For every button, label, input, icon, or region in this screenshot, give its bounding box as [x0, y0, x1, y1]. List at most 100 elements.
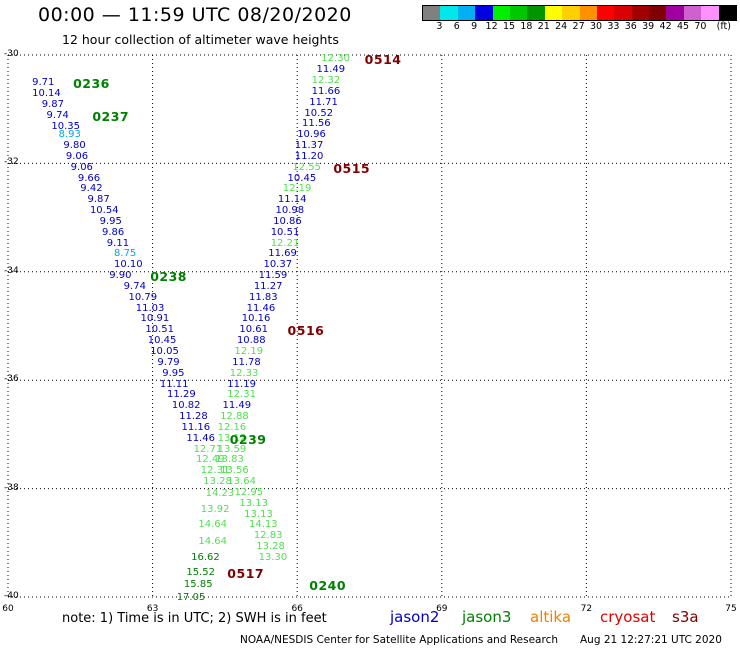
colorbar-swatch	[683, 6, 702, 20]
swh-value: 17.05	[176, 592, 206, 604]
colorbar-label: 45	[676, 21, 690, 32]
swh-value: 11.20	[294, 150, 324, 162]
swh-value: 12.16	[217, 421, 247, 433]
colorbar-swatch	[509, 6, 528, 20]
swh-value: 9.90	[109, 270, 132, 282]
swh-value: 10.51	[145, 324, 174, 336]
colorbar-swatch	[579, 6, 597, 20]
colorbar-label: 18	[520, 21, 533, 32]
legend-jason3: jason3	[462, 608, 512, 626]
longitude-tick-label: 69	[436, 604, 448, 614]
swh-value: 8.75	[114, 248, 137, 260]
swh-value: 13.30	[258, 551, 288, 563]
swh-value: 11.49	[316, 64, 346, 76]
swh-value: 16.62	[191, 551, 220, 563]
swh-value: 10.61	[239, 324, 268, 336]
colorbar-label: 9	[471, 21, 478, 32]
colorbar-swatch	[492, 6, 510, 20]
longitude-tick-label: 60	[2, 604, 14, 614]
colorbar-label: 30	[589, 21, 603, 32]
map-title: 00:00 — 11:59 UTC 08/20/2020	[38, 4, 352, 26]
swh-value: 9.42	[80, 183, 103, 195]
swh-value: 11.37	[294, 140, 324, 152]
colorbar-label: 42	[659, 21, 672, 32]
colorbar-swatch	[475, 6, 493, 20]
longitude-tick-label: 75	[725, 604, 737, 614]
swh-value: 9.87	[41, 98, 64, 110]
swh-value: 10.54	[89, 205, 119, 217]
colorbar-swatch	[614, 6, 632, 20]
swh-value: 10.52	[304, 107, 334, 119]
swh-value: 10.91	[140, 313, 170, 325]
latitude-tick-label: -34	[4, 265, 19, 276]
swh-value: 11.27	[253, 280, 283, 292]
swh-value: 12.83	[253, 530, 283, 542]
colorbar-swatch	[544, 6, 563, 20]
colorbar-label: (ft)	[716, 21, 731, 32]
colorbar-swatch	[649, 6, 667, 20]
swh-value: 11.14	[277, 194, 307, 206]
credit-line: NOAA/NESDIS Center for Satellite Applica…	[240, 634, 558, 646]
swh-value: 10.88	[236, 335, 266, 347]
swh-value: 9.87	[87, 194, 110, 206]
swh-value: 13.13	[239, 497, 268, 509]
latitude-tick-label: -40	[4, 591, 19, 601]
colorbar-swatch	[701, 6, 719, 20]
swh-value: 11.49	[222, 400, 252, 412]
colorbar-swatch	[718, 6, 737, 20]
colorbar-label: 70	[694, 21, 707, 32]
colorbar-label: 12	[485, 21, 498, 32]
latitude-tick-label: -32	[4, 157, 19, 168]
colorbar-swatch	[562, 6, 580, 20]
swh-value: 9.74	[46, 109, 69, 121]
map-subtitle: 12 hour collection of altimeter wave hei…	[62, 32, 339, 47]
swh-value: 9.11	[106, 237, 130, 249]
legend-jason2: jason2	[390, 608, 440, 626]
swh-value: 14.64	[198, 519, 228, 531]
swh-value: 11.28	[179, 411, 208, 423]
latitude-tick-label: -36	[4, 374, 19, 385]
legend-altika: altika	[530, 608, 572, 626]
colorbar-label: 39	[642, 21, 655, 32]
swh-value: 10.86	[273, 215, 302, 227]
swh-value: 13.83	[215, 454, 244, 466]
pass-number-label: 0236	[73, 76, 110, 92]
swh-value: 9.95	[162, 367, 185, 379]
footnote: note: 1) Time is in UTC; 2) SWH is in fe…	[62, 611, 327, 626]
swh-value: 9.71	[32, 77, 55, 89]
swh-value: 11.69	[268, 248, 297, 260]
wave-height-colorbar	[422, 5, 738, 21]
latitude-tick-label: -38	[4, 482, 19, 493]
colorbar-swatch	[631, 6, 650, 20]
swh-value: 10.51	[270, 226, 300, 238]
swh-value: 11.11	[159, 378, 189, 390]
colorbar-label: 21	[537, 21, 550, 32]
swh-value: 12.71	[193, 443, 223, 455]
swh-value: 10.96	[297, 129, 326, 141]
swh-value: 11.46	[246, 302, 276, 314]
swh-value: 10.45	[287, 172, 317, 184]
swh-value: 10.14	[32, 88, 61, 100]
swh-value: 10.82	[171, 400, 201, 412]
longitude-tick-label: 63	[146, 604, 159, 614]
colorbar-label: 3	[436, 21, 443, 32]
swh-value: 13.59	[217, 443, 247, 455]
pass-number-label: 0517	[227, 565, 265, 581]
swh-value: 12.32	[311, 75, 341, 87]
swh-value: 11.29	[167, 389, 196, 401]
swh-value: 11.71	[309, 96, 338, 108]
swh-value: 11.16	[181, 421, 211, 433]
swh-value: 11.56	[302, 118, 331, 130]
swh-value: 12.19	[282, 183, 312, 195]
longitude-tick-label: 66	[291, 604, 303, 614]
swh-value: 10.35	[51, 120, 81, 132]
colorbar-swatch	[527, 6, 545, 20]
swh-value: 9.06	[70, 161, 93, 173]
swh-value: 12.95	[234, 486, 264, 498]
swh-value: 9.80	[63, 140, 86, 152]
swh-value: 10.16	[241, 313, 271, 325]
timestamp: Aug 21 12:27:21 UTC 2020	[580, 634, 722, 646]
swh-value: 10.98	[275, 205, 305, 217]
swh-value: 13.13	[244, 508, 273, 520]
colorbar-label: 6	[453, 21, 460, 32]
